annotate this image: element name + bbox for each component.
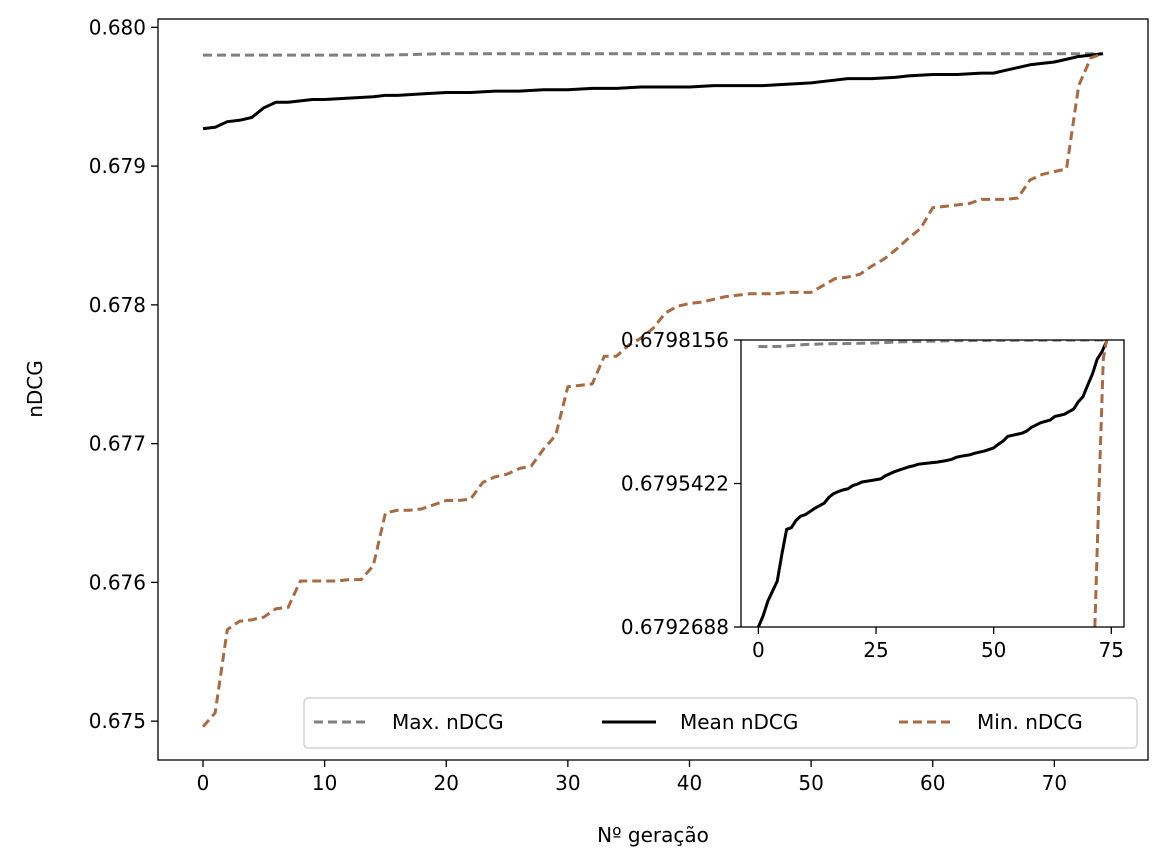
main-series-line-mean-ndcg xyxy=(202,52,1104,131)
main-plot: 0 10 20 30 40 50 60 70 0.6750.6760.6770.6780.67… xyxy=(23,15,1149,847)
inset-x-tick-label: 75 xyxy=(1099,638,1124,662)
main-x-tick-label: 0 xyxy=(197,771,210,795)
inset-plot: 0 25 50 75 0.6792688 0.6795422 0.6798156 xyxy=(621,328,1125,662)
legend-entry-min: Min. nDCG xyxy=(899,710,1083,734)
main-y-tick-label: 0.680 xyxy=(89,15,146,39)
main-x-tick-label: 20 xyxy=(434,771,459,795)
main-x-tick-label: 10 xyxy=(312,771,337,795)
inset-background xyxy=(741,340,1124,627)
inset-y-tick-label: 0.6792688 xyxy=(621,615,729,639)
main-x-tick-label: 40 xyxy=(677,771,702,795)
main-y-tick-label: 0.679 xyxy=(89,154,146,178)
legend-entry-mean: Mean nDCG xyxy=(602,710,798,734)
inset-y-tick-label: 0.6795422 xyxy=(621,472,729,496)
x-axis-label: Nº geração xyxy=(597,823,709,847)
inset-series-line-mean-ndcg xyxy=(757,340,1108,627)
main-x-tick-label: 60 xyxy=(920,771,945,795)
main-x-tick-label: 50 xyxy=(798,771,823,795)
main-series-line-min-ndcg xyxy=(201,52,1104,728)
inset-x-tick-label: 50 xyxy=(981,638,1006,662)
legend-label-mean: Mean nDCG xyxy=(680,710,798,734)
inset-x-ticks: 0 25 50 75 xyxy=(752,627,1124,662)
legend: Max. nDCG Mean nDCG Min. nDCG xyxy=(303,697,1138,749)
main-x-ticks: 0 10 20 30 40 50 60 70 xyxy=(197,760,1067,795)
main-y-tick-label: 0.678 xyxy=(89,293,146,317)
main-y-ticks: 0.675 0.676 0.677 0.678 0.679 0.680 xyxy=(89,15,158,733)
main-plot-frame xyxy=(157,18,1149,761)
y-axis-label: nDCG xyxy=(23,360,47,418)
main-x-tick-label: 70 xyxy=(1042,771,1067,795)
inset-x-tick-label: 25 xyxy=(863,638,888,662)
legend-label-max: Max. nDCG xyxy=(392,710,504,734)
main-series-group xyxy=(201,52,1104,728)
inset-y-ticks: 0.6792688 0.6795422 0.6798156 xyxy=(621,328,741,639)
main-x-tick-label: 30 xyxy=(555,771,580,795)
legend-label-min: Min. nDCG xyxy=(977,710,1083,734)
legend-entry-max: Max. nDCG xyxy=(314,710,504,734)
main-series-line-max-ndcg xyxy=(203,52,1103,57)
inset-series-line-min-ndcg xyxy=(1093,340,1109,627)
main-y-tick-label: 0.677 xyxy=(89,432,146,456)
main-y-tick-label: 0.675 xyxy=(89,709,146,733)
inset-x-tick-label: 0 xyxy=(752,638,765,662)
main-y-tick-label: 0.676 xyxy=(89,570,146,594)
inset-y-tick-label: 0.6798156 xyxy=(621,328,729,352)
legend-box xyxy=(303,697,1138,749)
